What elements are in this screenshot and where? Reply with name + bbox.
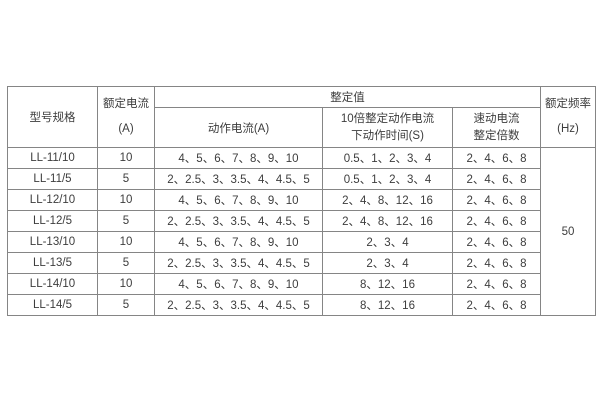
cell-operating-current: 2、2.5、3、3.5、4、4.5、5 bbox=[154, 210, 323, 232]
cell-operating-time: 2、4、8、12、16 bbox=[322, 210, 453, 232]
cell-operating-current: 2、2.5、3、3.5、4、4.5、5 bbox=[154, 252, 323, 274]
cell-model: LL-14/10 bbox=[7, 273, 98, 295]
header-operating-time: 10倍整定动作电流 下动作时间(S) bbox=[322, 107, 453, 148]
cell-operating-time: 2、4、8、12、16 bbox=[322, 189, 453, 211]
cell-operating-current: 4、5、6、7、8、9、10 bbox=[154, 189, 323, 211]
header-rated-current-unit: (A) bbox=[118, 123, 134, 135]
cell-rated-current: 5 bbox=[97, 210, 155, 232]
cell-quick-multiple: 2、4、6、8 bbox=[451, 252, 542, 274]
cell-quick-multiple: 2、4、6、8 bbox=[451, 147, 542, 169]
header-operating-time-line1: 10倍整定动作电流 bbox=[340, 112, 435, 125]
cell-model: LL-13/10 bbox=[7, 231, 98, 253]
cell-operating-current: 4、5、6、7、8、9、10 bbox=[154, 147, 323, 169]
cell-model: LL-13/5 bbox=[7, 252, 98, 274]
table-row: LL-14/5 5 2、2.5、3、3.5、4、4.5、5 8、12、16 2、… bbox=[7, 294, 596, 316]
header-rated-frequency: 额定频率 (Hz) bbox=[540, 86, 597, 148]
cell-quick-multiple: 2、4、6、8 bbox=[451, 273, 542, 295]
cell-rated-current: 10 bbox=[97, 273, 155, 295]
header-rated-current: 额定电流 (A) bbox=[97, 86, 155, 148]
cell-operating-time: 0.5、1、2、3、4 bbox=[322, 168, 453, 190]
header-operating-time-line2: 下动作时间(S) bbox=[351, 129, 424, 142]
cell-operating-current: 2、2.5、3、3.5、4、4.5、5 bbox=[154, 294, 323, 316]
cell-operating-time: 8、12、16 bbox=[322, 273, 453, 295]
spec-table: 型号规格 额定电流 (A) 整定值 额定频率 (Hz) 动作电流(A) 10倍整… bbox=[7, 86, 597, 316]
cell-operating-time: 0.5、1、2、3、4 bbox=[322, 147, 453, 169]
cell-operating-time: 2、3、4 bbox=[322, 252, 453, 274]
cell-rated-current: 5 bbox=[97, 294, 155, 316]
header-rated-frequency-unit: (Hz) bbox=[557, 123, 579, 135]
cell-operating-time: 8、12、16 bbox=[322, 294, 453, 316]
header-model: 型号规格 bbox=[7, 86, 98, 148]
cell-rated-current: 5 bbox=[97, 168, 155, 190]
cell-rated-frequency-value: 50 bbox=[540, 147, 597, 316]
header-row-sub: 动作电流(A) 10倍整定动作电流 下动作时间(S) 速动电流 整定倍数 bbox=[8, 107, 596, 148]
cell-model: LL-12/5 bbox=[7, 210, 98, 232]
cell-operating-current: 4、5、6、7、8、9、10 bbox=[154, 273, 323, 295]
cell-operating-current: 4、5、6、7、8、9、10 bbox=[154, 231, 323, 253]
cell-rated-current: 10 bbox=[97, 231, 155, 253]
table-row: LL-13/10 10 4、5、6、7、8、9、10 2、3、4 2、4、6、8 bbox=[7, 231, 596, 253]
header-quick-current-line1: 速动电流 bbox=[473, 112, 520, 125]
table-row: LL-12/5 5 2、2.5、3、3.5、4、4.5、5 2、4、8、12、1… bbox=[7, 210, 596, 232]
cell-rated-current: 10 bbox=[97, 147, 155, 169]
cell-model: LL-14/5 bbox=[7, 294, 98, 316]
cell-quick-multiple: 2、4、6、8 bbox=[451, 294, 542, 316]
header-row-top: 型号规格 额定电流 (A) 整定值 额定频率 (Hz) bbox=[7, 86, 597, 148]
header-setting-value: 整定值 bbox=[153, 86, 542, 108]
cell-rated-current: 10 bbox=[97, 189, 155, 211]
cell-operating-current: 2、2.5、3、3.5、4、4.5、5 bbox=[154, 168, 323, 190]
table-row: LL-14/10 10 4、5、6、7、8、9、10 8、12、16 2、4、6… bbox=[7, 273, 596, 295]
header-operating-current: 动作电流(A) bbox=[154, 107, 323, 148]
table-row: LL-11/10 10 4、5、6、7、8、9、10 0.5、1、2、3、4 2… bbox=[7, 147, 597, 316]
cell-model: LL-12/10 bbox=[7, 189, 98, 211]
cell-quick-multiple: 2、4、6、8 bbox=[451, 231, 542, 253]
header-rated-frequency-label: 额定频率 bbox=[545, 98, 592, 110]
cell-quick-multiple: 2、4、6、8 bbox=[451, 168, 542, 190]
cell-model: LL-11/10 bbox=[7, 147, 98, 169]
cell-model: LL-11/5 bbox=[7, 168, 98, 190]
header-rated-current-label: 额定电流 bbox=[103, 98, 149, 110]
header-quick-current: 速动电流 整定倍数 bbox=[451, 107, 542, 148]
table-row: LL-13/5 5 2、2.5、3、3.5、4、4.5、5 2、3、4 2、4、… bbox=[7, 252, 596, 274]
cell-rated-current: 5 bbox=[97, 252, 155, 274]
cell-quick-multiple: 2、4、6、8 bbox=[451, 210, 542, 232]
table-row: LL-11/5 5 2、2.5、3、3.5、4、4.5、5 0.5、1、2、3、… bbox=[7, 168, 596, 190]
cell-operating-time: 2、3、4 bbox=[322, 231, 453, 253]
header-quick-current-line2: 整定倍数 bbox=[473, 129, 520, 142]
cell-quick-multiple: 2、4、6、8 bbox=[451, 189, 542, 211]
table-row: LL-12/10 10 4、5、6、7、8、9、10 2、4、8、12、16 2… bbox=[7, 189, 596, 211]
